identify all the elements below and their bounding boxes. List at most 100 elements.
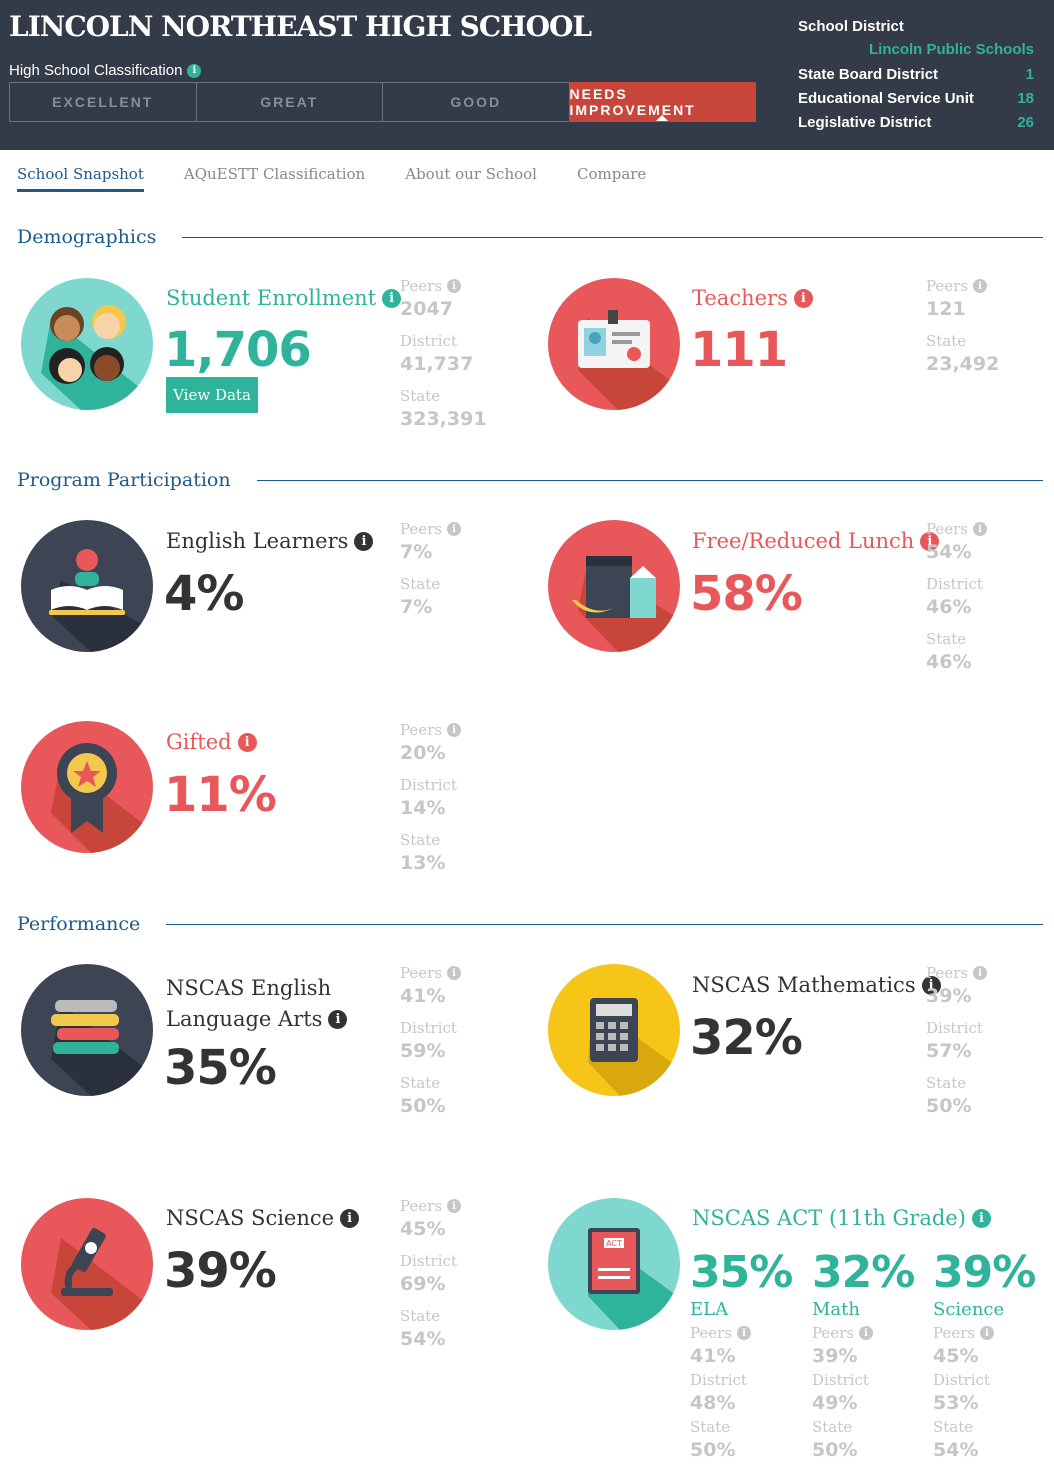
district-label: District	[933, 1371, 990, 1389]
calculator-icon	[548, 964, 680, 1096]
tab-aquestt-classification[interactable]: AQuESTT Classification	[183, 165, 366, 183]
info-icon[interactable]: i	[447, 723, 462, 737]
teachers-value: 111	[690, 322, 788, 378]
info-icon[interactable]: i	[973, 522, 988, 536]
district-label: District	[926, 575, 983, 593]
gifted-label: Gifted i	[166, 730, 257, 754]
classification-label-text: High School Classification	[9, 62, 183, 79]
info-icon[interactable]: i	[971, 1208, 991, 1228]
state-value: 54%	[933, 1439, 979, 1461]
district-value: 41,737	[400, 353, 474, 375]
tier-excellent[interactable]: EXCELLENT	[9, 82, 197, 122]
peers-label: Peers	[400, 520, 443, 538]
info-icon[interactable]: i	[793, 288, 813, 308]
tab-compare[interactable]: Compare	[576, 165, 647, 183]
lunch-label-text: Free/Reduced Lunch	[692, 529, 915, 553]
info-icon[interactable]: i	[237, 732, 257, 752]
teachers-comparison: Peers i 121 State 23,492	[926, 275, 1036, 385]
info-icon[interactable]: i	[354, 531, 374, 551]
district-label: District	[400, 1019, 457, 1037]
state-value: 13%	[400, 852, 446, 874]
state-board-label: State Board District	[798, 65, 939, 83]
peers-label: Peers	[926, 277, 969, 295]
teachers-label-text: Teachers	[692, 286, 788, 310]
info-icon[interactable]: i	[447, 1199, 462, 1213]
info-icon[interactable]: i	[447, 279, 462, 293]
math-comparison: Peers i 39% District 57% State 50%	[926, 962, 1036, 1127]
science-label: NSCAS Science i	[166, 1206, 360, 1230]
district-info: School District Lincoln Public Schools S…	[798, 14, 1034, 134]
classification-tiers: EXCELLENT GREAT GOOD NEEDS IMPROVEMENT	[9, 82, 756, 122]
state-label: State	[926, 630, 967, 648]
act-science-value: 39%	[933, 1247, 1036, 1298]
state-value: 46%	[926, 651, 972, 673]
act-science-column: 39% Science Peers i 45% District 53% Stat…	[933, 1248, 1053, 1463]
info-icon[interactable]: i	[973, 966, 988, 980]
state-label: State	[400, 575, 441, 593]
state-label: State	[926, 332, 967, 350]
section-divider	[256, 479, 1043, 481]
section-performance: Performance	[17, 909, 1043, 939]
page-tabs: School Snapshot AQuESTT Classification A…	[17, 165, 686, 192]
view-data-button[interactable]: View Data	[166, 377, 258, 413]
state-value: 50%	[400, 1095, 446, 1117]
info-icon[interactable]: i	[973, 279, 988, 293]
tier-great[interactable]: GREAT	[196, 82, 383, 122]
ela-label-line1: NSCAS English	[166, 976, 332, 1000]
peers-value: 2047	[400, 298, 453, 320]
lunch-value: 58%	[690, 566, 803, 622]
info-icon[interactable]: i	[859, 1326, 874, 1340]
state-value: 50%	[926, 1095, 972, 1117]
district-value: 46%	[926, 596, 972, 618]
english-learners-comparison: Peers i 7% State 7%	[400, 518, 510, 628]
district-value: 49%	[812, 1392, 858, 1414]
legislative-label: Legislative District	[798, 113, 932, 131]
esu-value: 18	[1017, 89, 1034, 107]
ela-value: 35%	[164, 1040, 277, 1096]
info-icon[interactable]: i	[382, 288, 402, 308]
state-value: 23,492	[926, 353, 1000, 375]
state-value: 7%	[400, 596, 433, 618]
tier-needs-improvement[interactable]: NEEDS IMPROVEMENT	[569, 82, 756, 122]
gifted-label-text: Gifted	[166, 730, 232, 754]
state-label: State	[400, 1307, 441, 1325]
school-district-label: School District	[798, 17, 904, 35]
state-value: 50%	[812, 1439, 858, 1461]
info-icon[interactable]: i	[447, 966, 462, 980]
peers-label: Peers	[400, 964, 443, 982]
english-learners-label-text: English Learners	[166, 529, 349, 553]
info-icon[interactable]: i	[447, 522, 462, 536]
district-label: District	[400, 776, 457, 794]
district-value: 53%	[933, 1392, 979, 1414]
tier-good[interactable]: GOOD	[383, 82, 570, 122]
math-label: NSCAS Mathematics i	[692, 973, 941, 997]
award-ribbon-icon	[21, 721, 153, 853]
peers-value: 45%	[400, 1218, 446, 1240]
info-icon[interactable]: i	[340, 1208, 360, 1228]
info-icon[interactable]: i	[187, 63, 202, 78]
act-booklet-text: ACT	[606, 1239, 622, 1248]
science-label-text: NSCAS Science	[166, 1206, 335, 1230]
section-demographics: Demographics	[17, 222, 1043, 252]
state-value: 50%	[690, 1439, 736, 1461]
tab-about-our-school[interactable]: About our School	[405, 165, 537, 183]
tab-school-snapshot[interactable]: School Snapshot	[17, 165, 144, 192]
state-label: State	[812, 1418, 853, 1436]
microscope-icon	[21, 1198, 153, 1330]
lunch-label: Free/Reduced Lunch i	[692, 529, 940, 553]
act-math-column: 32% Math Peers i 39% District 49% State 5…	[812, 1248, 932, 1463]
act-science-name: Science	[933, 1299, 1005, 1320]
state-label: State	[400, 831, 441, 849]
enrollment-label-text: Student Enrollment	[166, 286, 377, 310]
info-icon[interactable]: i	[921, 975, 941, 995]
math-value: 32%	[690, 1010, 803, 1066]
info-icon[interactable]: i	[328, 1010, 348, 1029]
act-ela-name: ELA	[690, 1299, 729, 1320]
info-icon[interactable]: i	[980, 1326, 995, 1340]
info-icon[interactable]: i	[920, 531, 940, 551]
school-district-link[interactable]: Lincoln Public Schools	[868, 41, 1034, 58]
act-math-value: 32%	[812, 1247, 915, 1298]
info-icon[interactable]: i	[737, 1326, 752, 1340]
ela-label: NSCAS English Language Arts i	[166, 973, 348, 1035]
legislative-value: 26	[1017, 113, 1034, 131]
